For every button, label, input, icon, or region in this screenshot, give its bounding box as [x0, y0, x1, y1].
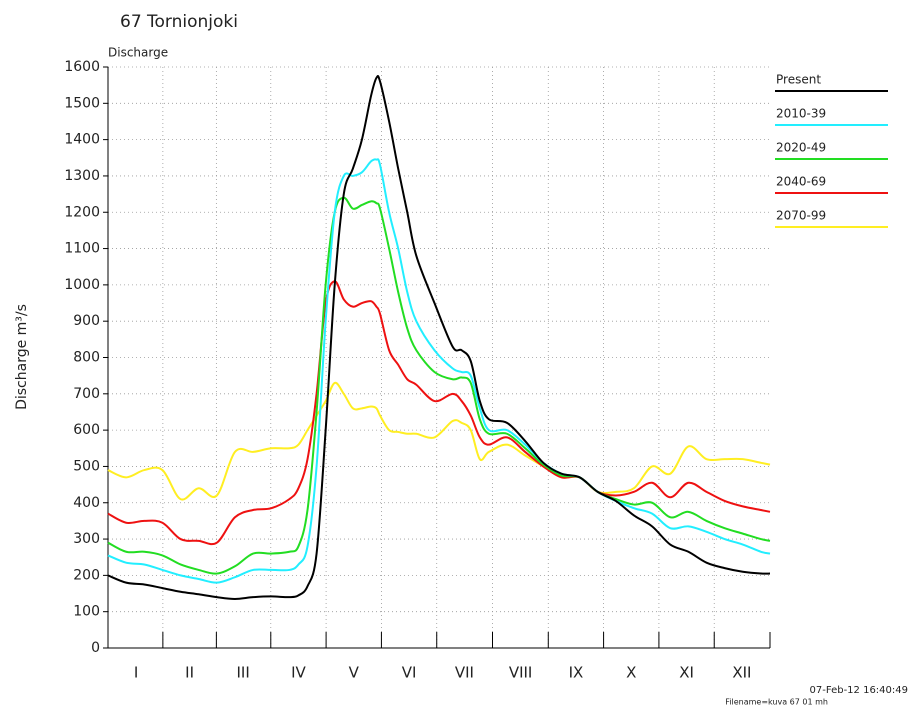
x-tick-label: VIII — [509, 664, 533, 682]
series-line — [107, 280, 771, 546]
y-tick-label: 1100 — [64, 241, 100, 257]
x-tick-label: II — [185, 664, 194, 682]
y-tick-label: 200 — [73, 567, 100, 583]
x-tick-label: VII — [455, 664, 474, 682]
y-tick-label: 1200 — [64, 204, 100, 220]
x-tick-label: IV — [291, 664, 306, 682]
chart-title: 67 Tornionjoki — [120, 12, 238, 32]
x-tick-label: VI — [402, 664, 417, 682]
x-tick-label: IX — [569, 664, 584, 682]
x-tick-label: V — [349, 664, 360, 682]
x-tick-label: III — [236, 664, 249, 682]
series-line — [107, 196, 771, 575]
footer-filename: Filename=kuva 67 01 mh — [725, 698, 828, 707]
x-tick-label: XII — [732, 664, 751, 682]
y-tick-label: 300 — [73, 531, 100, 547]
y-tick-label: 900 — [73, 313, 100, 329]
y-tick-label: 600 — [73, 422, 100, 438]
x-tick-label: I — [134, 664, 138, 682]
chart-subtitle: Discharge — [108, 46, 168, 60]
y-tick-label: 1600 — [64, 59, 100, 75]
y-tick-label: 100 — [73, 604, 100, 620]
legend-label: 2010-39 — [776, 107, 826, 121]
x-tick-label: XI — [679, 664, 694, 682]
series-line — [107, 75, 771, 600]
legend-label: 2020-49 — [776, 141, 826, 155]
y-tick-label: 800 — [73, 350, 100, 366]
y-tick-label: 400 — [73, 495, 100, 511]
y-tick-label: 1000 — [64, 277, 100, 293]
series-line — [107, 381, 771, 501]
legend-label: Present — [776, 73, 821, 87]
y-tick-label: 1400 — [64, 132, 100, 148]
x-tick-label: X — [626, 664, 636, 682]
y-tick-label: 500 — [73, 458, 100, 474]
y-tick-label: 1500 — [64, 95, 100, 111]
legend-label: 2040-69 — [776, 175, 826, 189]
y-tick-label: 1300 — [64, 168, 100, 184]
y-axis-label: Discharge m³/s — [14, 304, 30, 410]
y-tick-label: 0 — [91, 640, 100, 656]
series-line — [107, 158, 771, 584]
footer-date: 07-Feb-12 16:40:49 — [810, 685, 908, 696]
y-tick-label: 700 — [73, 386, 100, 402]
legend-label: 2070-99 — [776, 209, 826, 223]
